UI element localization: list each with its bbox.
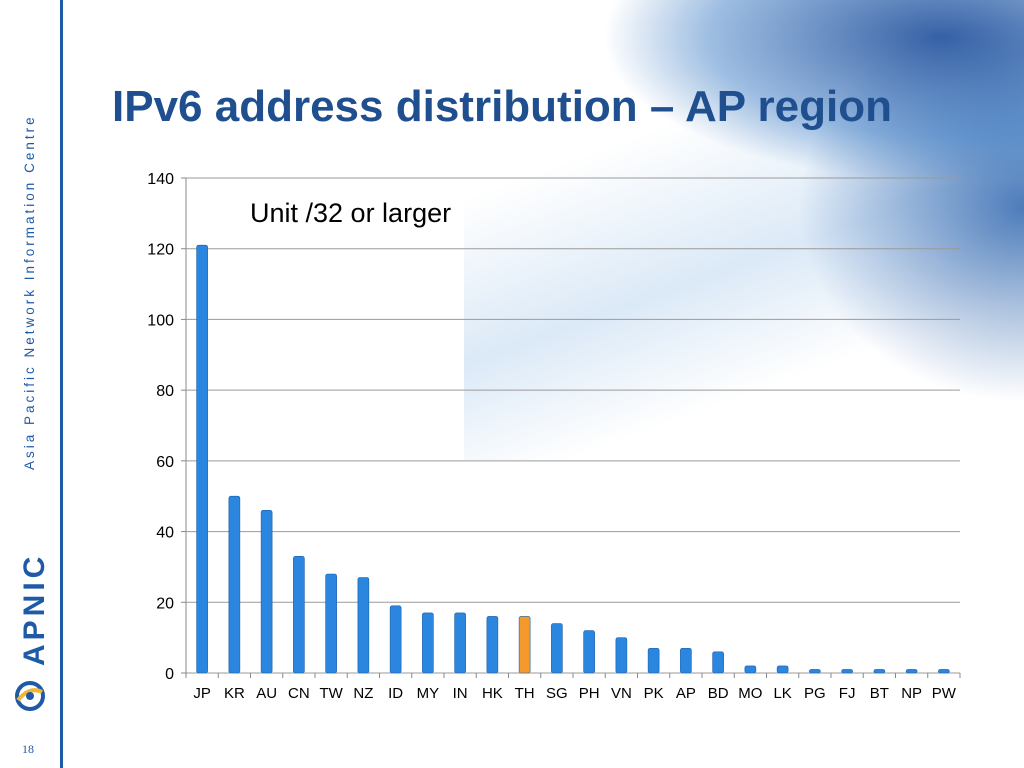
x-tick-label: PW [932,685,957,702]
x-tick-label: MY [417,685,440,702]
y-tick-label: 60 [156,454,174,471]
chart-labels: 0 20 40 60 80 100 120 140 JP KR AU CN TW NZ ID MY IN HK TH… [147,171,956,702]
apnic-logo-icon [15,681,45,711]
bar-lk [776,665,789,674]
chart-bars [196,244,950,674]
bar-ap [680,647,692,674]
x-tick-label: FJ [839,685,856,702]
x-tick-label: ID [388,685,403,702]
x-tick-label: BT [870,685,889,702]
bar-bt [873,669,886,674]
y-tick-label: 40 [156,525,174,542]
chart-grid [181,177,961,678]
x-tick-label: AU [256,685,277,702]
bar-id [389,605,402,674]
x-tick-label: NP [901,685,922,702]
slide-title: IPv6 address distribution – AP region [112,82,892,131]
x-tick-label: LK [773,685,791,702]
bar-in [454,612,466,674]
bar-nz [357,577,370,674]
bar-cn [293,556,305,674]
x-tick-label: VN [611,685,632,702]
x-tick-label: BD [708,685,729,702]
bar-np [905,669,918,674]
bar-ph [583,630,595,674]
bar-kr [228,495,241,674]
x-tick-label: TH [515,685,535,702]
x-tick-label: SG [546,685,568,702]
x-tick-label: PK [644,685,664,702]
sidebar: Asia Pacific Network Information Centre … [0,0,63,768]
x-tick-label: PG [804,685,826,702]
bar-pk [647,647,660,674]
x-tick-label: PH [579,685,600,702]
x-tick-label: IN [453,685,468,702]
x-tick-label: JP [193,685,211,702]
page-number: 18 [22,742,34,756]
bar-vn [615,637,628,674]
bar-sg [551,623,563,674]
y-tick-label: 80 [156,383,174,400]
chart-annotation: Unit /32 or larger [250,198,451,228]
bar-bd [712,651,724,674]
bar-jp [196,244,208,674]
bar-mo [744,665,757,674]
x-tick-label: TW [319,685,343,702]
bar-fj [841,669,853,674]
x-tick-label: NZ [353,685,373,702]
y-tick-label: 0 [165,666,174,683]
y-tick-label: 140 [147,171,174,188]
y-tick-label: 20 [156,595,174,612]
x-tick-label: KR [224,685,245,702]
bar-au [260,510,273,674]
bar-pg [809,669,821,674]
bar-hk [486,616,499,674]
x-tick-label: HK [482,685,503,702]
bar-my [422,612,434,674]
bar-th [518,616,531,674]
y-tick-label: 100 [147,312,174,329]
x-tick-label: MO [738,685,762,702]
x-tick-label: CN [288,685,310,702]
x-tick-label: AP [676,685,696,702]
bar-pw [938,669,950,674]
y-tick-label: 120 [147,242,174,259]
bar-tw [325,573,337,674]
